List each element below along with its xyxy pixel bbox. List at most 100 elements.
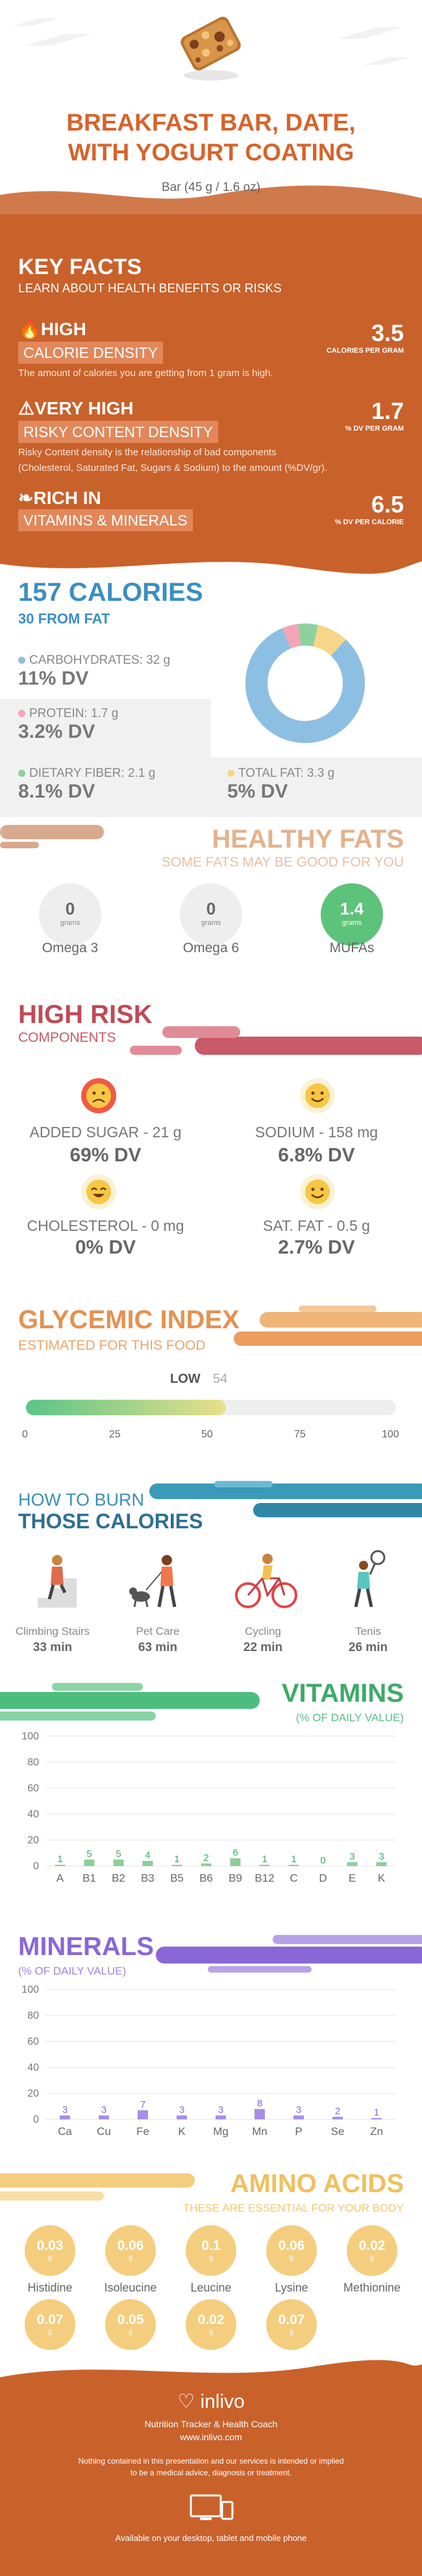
protein-dot [18,710,25,717]
omega3-label: Omega 3 [42,941,99,955]
gi-tick: 75 [294,1429,306,1440]
amino-circle: 0.03 g [25,2225,75,2276]
omega3-circle: 0 grams [39,883,101,946]
mineral-data-label: 3 [296,2104,301,2115]
vitamin-xtick: B6 [199,1872,213,1884]
protein-label: PROTEIN: 1.7 g [29,707,119,720]
mineral-ytick: 40 [27,2062,39,2073]
minerals-bar-chart: 0 20 40 60 80 100 3 Ca 3 Cu 7 Fe 3 K 3 Mg 8 Mn 3 P 2 Se 1 Zn [21,1984,396,2138]
happy-face-icon [300,1174,335,1209]
vitamin-data-label: 1 [174,1854,179,1865]
high-risk-subtitle: COMPONENTS [18,1030,116,1045]
fiber-label: DIETARY FIBER: 2.1 g [29,766,156,780]
mineral-ytick: 100 [21,1984,39,1995]
vitamin-ytick: 0 [33,1861,39,1872]
amino-circle: 0.06 g [266,2225,317,2276]
healthy-fats-section: HEALTHY FATS SOME FATS MAY BE GOOD FOR Y… [0,825,422,981]
vitamin-bar [230,1858,241,1866]
mineral-data-label: 8 [257,2098,262,2109]
glycemic-section: GLYCEMIC INDEX ESTIMATED FOR THIS FOOD L… [0,1306,422,1448]
vitamin-xtick: A [56,1872,64,1884]
leaf-icon: ❧ [18,488,34,508]
sodium-label: SODIUM - 158 mg [254,1124,379,1141]
cholesterol-dv: 0% DV [75,1237,136,1258]
calorie-density-unit: CALORIES PER GRAM [326,347,404,355]
vitamin-bar [84,1860,95,1866]
burn-title1: HOW TO BURN [18,1490,145,1509]
vitamin-bar [201,1863,212,1866]
footer: ♡ inlivo Nutrition Tracker & Health Coac… [0,2360,422,2576]
mineral-data-label: 3 [218,2104,223,2115]
amino-title: AMINO ACIDS [230,2169,404,2198]
key-facts-title: KEY FACTS [18,255,142,279]
risky-density-unit: % DV PER GRAM [345,425,404,433]
mineral-data-label: 1 [374,2107,379,2118]
amino-circle: 0.05 g [105,2299,156,2350]
footer-url[interactable]: www.inlivo.com [180,2432,242,2442]
glycemic-level: LOW [170,1372,201,1386]
calories-section: 157 CALORIES 30 FROM FAT CARBOHYDRATES: … [0,578,422,825]
vitamin-xtick: B9 [229,1872,242,1884]
calories-from-fat: 30 FROM FAT [18,611,110,627]
vitamin-data-label: 5 [116,1849,121,1860]
fiber-dv: 8.1% DV [18,781,95,802]
header: BREAKFAST BAR, DATE, WITH YOGURT COATING… [0,0,422,214]
protein-dv: 3.2% DV [18,721,95,742]
vitamin-xtick: K [378,1872,386,1884]
vitamin-xtick: B1 [82,1872,96,1884]
rich-in-tag: VITAMINS & MINERALS [18,509,193,531]
burn-min: 26 min [348,1641,388,1654]
mineral-xtick: Cu [97,2125,111,2138]
vitamin-data-label: 6 [232,1847,238,1858]
carbs-info: CARBOHYDRATES: 32 g 11% DV [18,653,170,690]
omega6-circle: 0 grams [180,883,242,946]
mineral-xtick: P [295,2125,302,2138]
risky-density-tag: RISKY CONTENT DENSITY [18,421,218,443]
calorie-density-desc: The amount of calories you are getting f… [18,368,273,379]
carbs-dot [18,657,25,664]
mineral-bar [332,2117,343,2119]
burn-min: 33 min [32,1641,73,1654]
key-facts-subtitle: LEARN ABOUT HEALTH BENEFITS OR RISKS [18,282,282,296]
mineral-bar [99,2115,109,2119]
amino-label: Phenylalanine [13,2355,87,2368]
mineral-data-label: 3 [179,2104,184,2115]
vitamin-data-label: 1 [291,1854,296,1865]
key-facts-wave [0,561,422,578]
mineral-xtick: K [178,2125,186,2138]
warning-icon: ⚠ [18,398,35,418]
minerals-title: MINERALS [18,1932,154,1961]
amino-label: Valine [275,2355,308,2368]
mufas-label: MUFAs [329,941,375,955]
vitamin-data-label: 3 [349,1851,354,1862]
vitamin-data-label: 1 [57,1854,62,1865]
vitamin-bar [55,1865,66,1866]
amino-section: AMINO ACIDS THESE ARE ESSENTIAL FOR YOUR… [0,2169,422,2332]
inlivo-logo: ♡ inlivo [177,2391,245,2412]
granola-bar-image [180,16,241,81]
happy-face-icon [300,1078,335,1113]
cycling-icon [235,1554,297,1608]
gi-tick: 25 [109,1429,121,1440]
heart-icon: ♡ [177,2391,195,2412]
mineral-data-label: 3 [101,2104,106,2115]
vitamin-bar [259,1865,270,1866]
footer-wave [0,2360,422,2384]
cholesterol-label: CHOLESTEROL - 0 mg [27,1217,184,1234]
amino-circle: 0.07 g [25,2299,75,2350]
footer-disclaimer2: to be a medical advice, diagnosis or tre… [130,2468,292,2477]
vitamin-bar [376,1862,387,1866]
amino-circle: 0.1 g [186,2225,236,2276]
fiber-fat-panel [0,757,422,817]
glycemic-ticks: 0 25 50 75 100 [22,1429,399,1442]
mineral-data-label: 7 [140,2099,145,2110]
vitamins-section: VITAMINS (% OF DAILY VALUE) 0 20 40 60 80 100… [0,1679,422,1900]
vitamin-ytick: 60 [27,1783,39,1794]
key-facts-section: KEY FACTS LEARN ABOUT HEALTH BENEFITS OR… [0,214,422,578]
fiber-info: DIETARY FIBER: 2.1 g 8.1% DV [18,766,155,803]
vitamin-xtick: D [319,1872,327,1884]
calories-title: 157 CALORIES [18,578,203,607]
vitamin-xtick: B5 [170,1872,184,1884]
amino-circle: 0.02 g [347,2225,397,2276]
amino-label: Lysine [275,2281,308,2294]
